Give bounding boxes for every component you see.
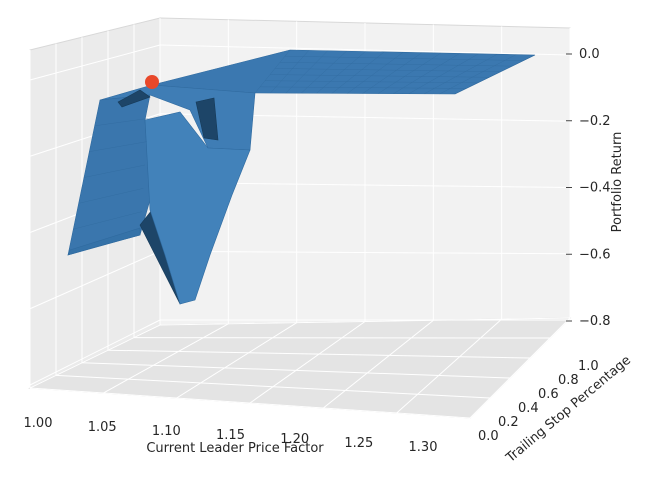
back-grid-z xyxy=(159,44,571,56)
z-tick-label: −0.6 xyxy=(579,247,611,262)
x-tick-label: 1.15 xyxy=(216,428,245,443)
surface-mesh-line xyxy=(439,54,517,95)
y-tick-label: 0.8 xyxy=(558,373,579,388)
surface-mesh-line xyxy=(73,211,142,230)
left-grid-z xyxy=(29,250,161,310)
surface-mesh-line xyxy=(424,54,498,95)
floor-grid-y xyxy=(55,374,491,399)
floor-grid-x xyxy=(103,323,229,394)
z-tick-label: −0.2 xyxy=(579,114,611,129)
floor-grid-x xyxy=(176,322,297,399)
surface-mesh-line xyxy=(347,52,404,94)
x-tick-label: 1.00 xyxy=(24,416,53,431)
x-tick-label: 1.20 xyxy=(280,432,309,447)
surface-notch-dark xyxy=(195,97,219,141)
y-tick-label: 0.4 xyxy=(518,401,539,416)
surface-mesh-line xyxy=(301,51,347,94)
z-tick-label: −0.4 xyxy=(579,181,611,196)
y-tick-label: 0.0 xyxy=(478,429,499,444)
floor-grid-x xyxy=(323,319,434,409)
surface-mesh-line xyxy=(259,86,467,89)
y-tick-labels: 0.00.20.40.60.81.0 xyxy=(478,359,599,444)
floor-grid-y xyxy=(81,362,511,379)
surface-mesh-line xyxy=(254,49,291,94)
surface-mesh-line xyxy=(331,51,385,94)
z-axis-label: Portfolio Return xyxy=(610,132,625,233)
back-grid-z xyxy=(159,250,571,255)
floor-grid-y xyxy=(159,317,571,326)
surface-mesh-line xyxy=(285,50,328,94)
x-axis-label: Current Leader Price Factor xyxy=(146,441,324,456)
floor-grid-x xyxy=(396,318,502,414)
left-grid-z xyxy=(29,44,161,81)
surface-mesh-line xyxy=(284,55,524,61)
floor-grid-y xyxy=(29,387,471,419)
surface-mesh-line xyxy=(264,80,478,84)
surface-mesh-line xyxy=(269,74,490,78)
surface xyxy=(67,49,536,305)
z-tick-label: 0.0 xyxy=(579,47,600,62)
surface-mesh-line xyxy=(377,52,441,94)
floor-grid-y xyxy=(107,349,531,359)
floor-grid-x xyxy=(249,321,366,404)
surface-mesh-line xyxy=(78,188,144,204)
surface-mesh-line xyxy=(393,53,460,94)
surface-mesh-line xyxy=(362,52,423,94)
left-grid-z xyxy=(29,319,161,386)
y-tick-label: 0.6 xyxy=(538,387,559,402)
x-tick-labels: 1.00 1.05 1.10 1.15 1.20 1.25 1.30 xyxy=(24,416,438,455)
surface-mesh-line xyxy=(279,62,513,67)
surface-mesh-line xyxy=(270,50,309,94)
surface-left-tail xyxy=(67,227,141,256)
optimal-point-marker xyxy=(145,75,159,89)
surface-mesh-line xyxy=(274,68,501,72)
z-tick-label: −0.8 xyxy=(579,314,611,329)
z-tick-labels: 0.0 −0.2 −0.4 −0.6 −0.8 xyxy=(566,47,611,329)
surface-ridge-dark xyxy=(117,89,151,108)
y-tick-label: 1.0 xyxy=(578,359,599,374)
floor-grid-x xyxy=(29,324,161,389)
surface-mesh-line xyxy=(408,53,479,94)
floor-grid-x xyxy=(469,317,571,419)
surface-mesh-line xyxy=(454,54,536,95)
y-tick-label: 0.2 xyxy=(498,415,519,430)
surface-valley xyxy=(144,111,251,305)
surface-mesh-line xyxy=(83,164,146,178)
x-tick-label: 1.10 xyxy=(152,424,181,439)
surface-mesh-line xyxy=(94,118,149,127)
x-tick-label: 1.30 xyxy=(409,440,438,455)
x-tick-label: 1.05 xyxy=(88,420,117,435)
surface-mesh-line xyxy=(316,51,366,94)
surface-mesh-line xyxy=(89,141,147,152)
x-tick-label: 1.25 xyxy=(344,436,373,451)
